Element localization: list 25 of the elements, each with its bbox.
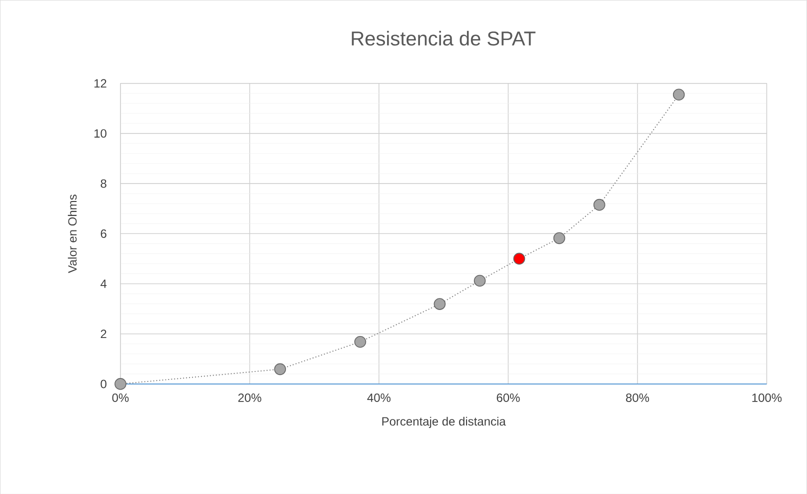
y-tick-label: 10 [94, 129, 106, 138]
point [553, 232, 566, 244]
point [354, 336, 366, 348]
y-tick-label: 8 [100, 179, 106, 188]
point [672, 88, 685, 100]
x-tick-label: 80% [626, 393, 650, 402]
y-axis-title: Valor en Ohms [68, 194, 77, 273]
y-tick-label: 2 [100, 329, 106, 338]
point [434, 298, 446, 310]
y-tick-label: 12 [94, 78, 106, 88]
x-tick-label: 0% [112, 393, 129, 402]
y-tick-label: 0 [100, 380, 106, 388]
y-tick-label: 4 [100, 279, 107, 288]
x-tick-label: 100% [752, 393, 782, 402]
point [593, 198, 606, 211]
x-axis-title: Porcentaje de distancia [382, 416, 506, 428]
chart-title: Resistencia de SPAT [352, 30, 536, 46]
x-tick-label: 20% [238, 393, 262, 402]
point [114, 378, 126, 390]
point [274, 363, 286, 375]
x-tick-label: 40% [367, 393, 391, 402]
x-tick-label: 60% [496, 393, 520, 402]
point [513, 252, 526, 264]
point [474, 274, 486, 286]
y-tick-label: 6 [100, 229, 106, 238]
